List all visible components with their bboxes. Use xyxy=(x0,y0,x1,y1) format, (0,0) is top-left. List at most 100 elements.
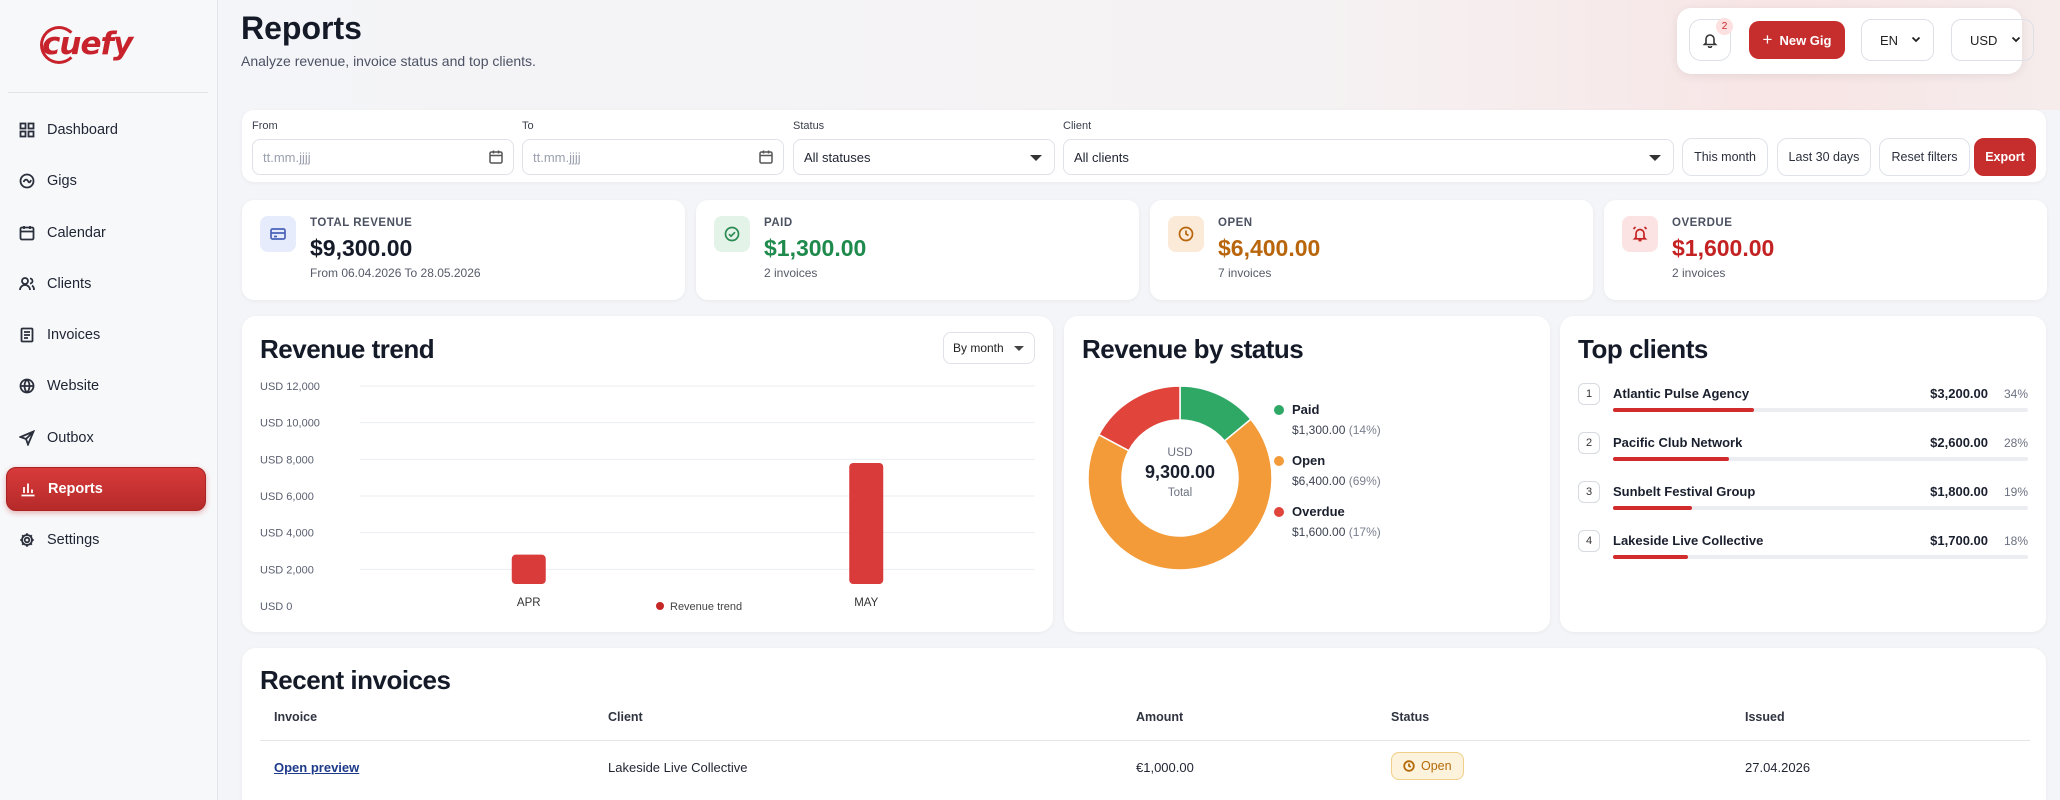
stat-card-paid: PAID $1,300.00 2 invoices xyxy=(696,200,1139,300)
client-share-track xyxy=(1613,555,2028,559)
stat-label: OPEN xyxy=(1218,217,1253,229)
page-title: Reports xyxy=(241,10,362,46)
page-subtitle: Analyze revenue, invoice status and top … xyxy=(241,53,536,69)
sidebar-item-calendar[interactable]: Calendar xyxy=(6,211,206,255)
donut-slice-overdue[interactable] xyxy=(1097,385,1181,452)
client-share-fill xyxy=(1613,555,1688,559)
client-select[interactable]: All clients xyxy=(1063,139,1674,175)
client-share-fill xyxy=(1613,457,1730,461)
sidebar-item-label: Website xyxy=(47,378,100,395)
sidebar-item-dashboard[interactable]: Dashboard xyxy=(6,108,206,152)
column-header-issued[interactable]: Issued xyxy=(1745,710,1785,724)
clock-icon xyxy=(1178,226,1194,242)
client-select-value: All clients xyxy=(1074,149,1129,165)
currency-select[interactable]: USD xyxy=(1951,19,2034,61)
grouping-select[interactable]: By month xyxy=(943,332,1035,364)
last-30-days-button[interactable]: Last 30 days xyxy=(1777,138,1871,176)
stat-label: TOTAL REVENUE xyxy=(310,217,413,229)
client-amount: $1,800.00 xyxy=(1930,484,1988,499)
export-button[interactable]: Export xyxy=(1974,138,2036,176)
legend-item-open: Open $6,400.00 (69%) xyxy=(1274,453,1381,488)
to-date-input[interactable]: tt.mm.jjjj xyxy=(522,139,784,175)
sidebar: cuefy Dashboard Gigs Calendar Clients In… xyxy=(0,0,218,800)
legend-item-paid: Paid $1,300.00 (14%) xyxy=(1274,402,1381,437)
sidebar-item-gigs[interactable]: Gigs xyxy=(6,159,206,203)
open-preview-link[interactable]: Open preview xyxy=(274,760,360,775)
client-amount: $2,600.00 xyxy=(1930,435,1988,450)
stat-value: $9,300.00 xyxy=(310,235,413,261)
client-share-track xyxy=(1613,457,2028,461)
client-rank: 2 xyxy=(1578,432,1600,454)
top-clients-panel: Top clients 1 Atlantic Pulse Agency $3,200… xyxy=(1560,316,2046,632)
top-client-row[interactable]: 3 Sunbelt Festival Group $1,800.00 19% xyxy=(1578,480,2028,524)
top-client-row[interactable]: 1 Atlantic Pulse Agency $3,200.00 34% xyxy=(1578,382,2028,426)
top-client-row[interactable]: 4 Lakeside Live Collective $1,700.00 18% xyxy=(1578,529,2028,573)
stat-value: $6,400.00 xyxy=(1218,235,1321,261)
column-header-invoice[interactable]: Invoice xyxy=(274,710,318,724)
bar-chart-icon xyxy=(21,483,35,497)
legend-value: $1,300.00 (14%) xyxy=(1292,423,1381,437)
column-header-status[interactable]: Status xyxy=(1391,710,1430,724)
from-date-placeholder: tt.mm.jjjj xyxy=(263,149,311,165)
stat-card-total-revenue: TOTAL REVENUE $9,300.00 From 06.04.2026 … xyxy=(242,200,685,300)
revenue-trend-panel: Revenue trend By month USD 12,000 USD 10,… xyxy=(242,316,1053,632)
column-header-amount[interactable]: Amount xyxy=(1136,710,1184,724)
reset-filters-button[interactable]: Reset filters xyxy=(1879,138,1970,176)
from-date-input[interactable]: tt.mm.jjjj xyxy=(252,139,514,175)
revenue-bar[interactable] xyxy=(849,463,884,584)
sidebar-item-label: Settings xyxy=(47,532,100,549)
caret-down-icon xyxy=(1014,346,1024,351)
top-client-row[interactable]: 2 Pacific Club Network $2,600.00 28% xyxy=(1578,431,2028,475)
caret-down-icon xyxy=(1649,155,1661,161)
status-select-value: All statuses xyxy=(804,149,871,165)
stat-icon-box xyxy=(260,216,296,252)
card-icon xyxy=(270,228,286,240)
this-month-button[interactable]: This month xyxy=(1682,138,1768,176)
stat-icon-box xyxy=(714,216,750,252)
sidebar-divider xyxy=(8,92,208,93)
y-tick-label: USD 6,000 xyxy=(260,491,314,503)
donut-slice-open[interactable] xyxy=(1087,418,1273,571)
legend-value: $6,400.00 (69%) xyxy=(1292,474,1381,488)
grid-icon xyxy=(19,122,35,138)
chevron-down-icon xyxy=(1911,36,1921,43)
sidebar-item-invoices[interactable]: Invoices xyxy=(6,313,206,357)
stat-card-overdue: OVERDUE $1,600.00 2 invoices xyxy=(1604,200,2047,300)
new-gig-button[interactable]: + New Gig xyxy=(1749,21,1845,59)
client-percent: 19% xyxy=(2003,485,2028,499)
column-header-client[interactable]: Client xyxy=(608,710,643,724)
revenue-by-status-donut xyxy=(1087,385,1273,571)
y-tick-label: USD 8,000 xyxy=(260,454,314,466)
notifications-button[interactable]: 2 xyxy=(1689,18,1733,61)
sidebar-item-outbox[interactable]: Outbox xyxy=(6,416,206,460)
sidebar-item-label: Invoices xyxy=(47,327,101,344)
legend-percent: (17%) xyxy=(1348,525,1381,539)
status-select[interactable]: All statuses xyxy=(793,139,1055,175)
legend-percent: (69%) xyxy=(1348,474,1381,488)
y-tick-label: USD 12,000 xyxy=(260,381,320,393)
stat-subtext: 2 invoices xyxy=(764,266,818,280)
client-share-fill xyxy=(1613,408,1755,412)
stat-value: $1,300.00 xyxy=(764,235,867,261)
status-badge-label: Open xyxy=(1421,759,1452,773)
chevron-down-icon xyxy=(2011,36,2021,43)
y-tick-label: USD 2,000 xyxy=(260,564,314,576)
stat-subtext: 7 invoices xyxy=(1218,266,1272,280)
sidebar-item-reports[interactable]: Reports xyxy=(6,467,206,512)
new-gig-label: New Gig xyxy=(1779,32,1832,48)
to-label: To xyxy=(522,120,534,132)
client-amount: $3,200.00 xyxy=(1930,386,1988,401)
sidebar-item-label: Clients xyxy=(47,275,92,292)
cuefy-logo[interactable]: cuefy xyxy=(40,22,162,66)
stat-label: OVERDUE xyxy=(1672,217,1733,229)
revenue-bar[interactable] xyxy=(511,554,546,584)
language-select[interactable]: EN xyxy=(1861,19,1934,61)
recent-invoices-panel: Recent invoices Invoice Client Amount St… xyxy=(242,648,2046,800)
client-name: Lakeside Live Collective xyxy=(1613,533,1764,548)
y-tick-label: USD 0 xyxy=(260,601,292,613)
sidebar-item-clients[interactable]: Clients xyxy=(6,262,206,306)
sidebar-item-website[interactable]: Website xyxy=(6,364,206,408)
donut-center-currency: USD xyxy=(1167,445,1193,459)
sidebar-item-settings[interactable]: Settings xyxy=(6,518,206,562)
client-share-track xyxy=(1613,408,2028,412)
